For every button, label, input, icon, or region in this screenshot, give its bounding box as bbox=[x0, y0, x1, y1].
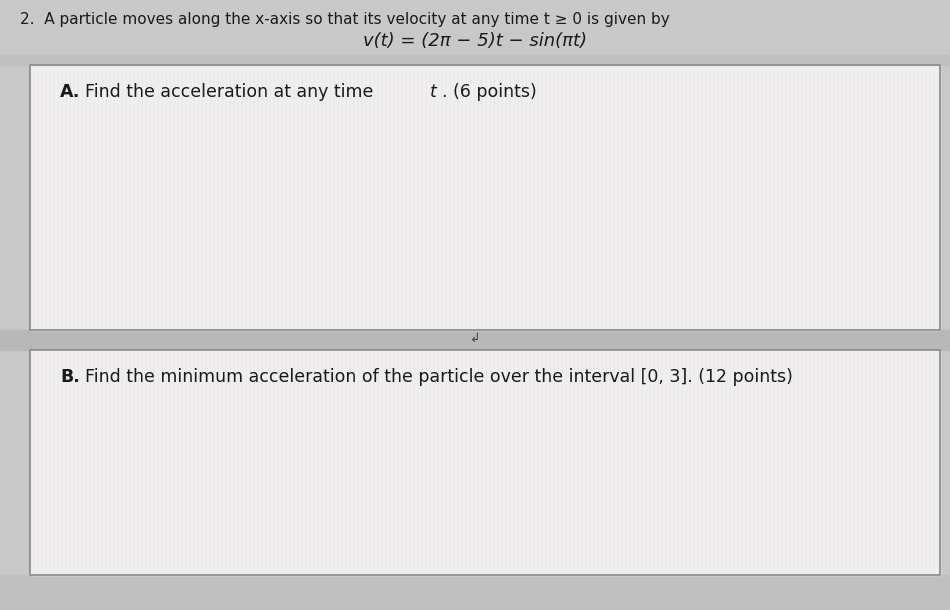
Text: v(t) = (2π − 5)t − sin(πt): v(t) = (2π − 5)t − sin(πt) bbox=[363, 32, 587, 50]
Text: ↲: ↲ bbox=[469, 332, 481, 345]
Text: Find the acceleration at any time: Find the acceleration at any time bbox=[85, 83, 379, 101]
Bar bbox=[0, 330, 950, 350]
Text: B.: B. bbox=[60, 368, 80, 386]
Bar bbox=[0, 0, 950, 55]
Text: t: t bbox=[430, 83, 437, 101]
Bar bbox=[30, 350, 940, 575]
Text: 2.  A particle moves along the x-axis so that its velocity at any time t ≥ 0 is : 2. A particle moves along the x-axis so … bbox=[20, 12, 670, 27]
Bar bbox=[0, 55, 950, 65]
Bar bbox=[0, 575, 950, 610]
Text: . (6 points): . (6 points) bbox=[442, 83, 537, 101]
Bar bbox=[30, 65, 940, 330]
Bar bbox=[30, 350, 940, 575]
Bar bbox=[30, 65, 940, 330]
Text: A.: A. bbox=[60, 83, 81, 101]
Text: Find the minimum acceleration of the particle over the interval [0, 3]. (12 poin: Find the minimum acceleration of the par… bbox=[85, 368, 793, 386]
